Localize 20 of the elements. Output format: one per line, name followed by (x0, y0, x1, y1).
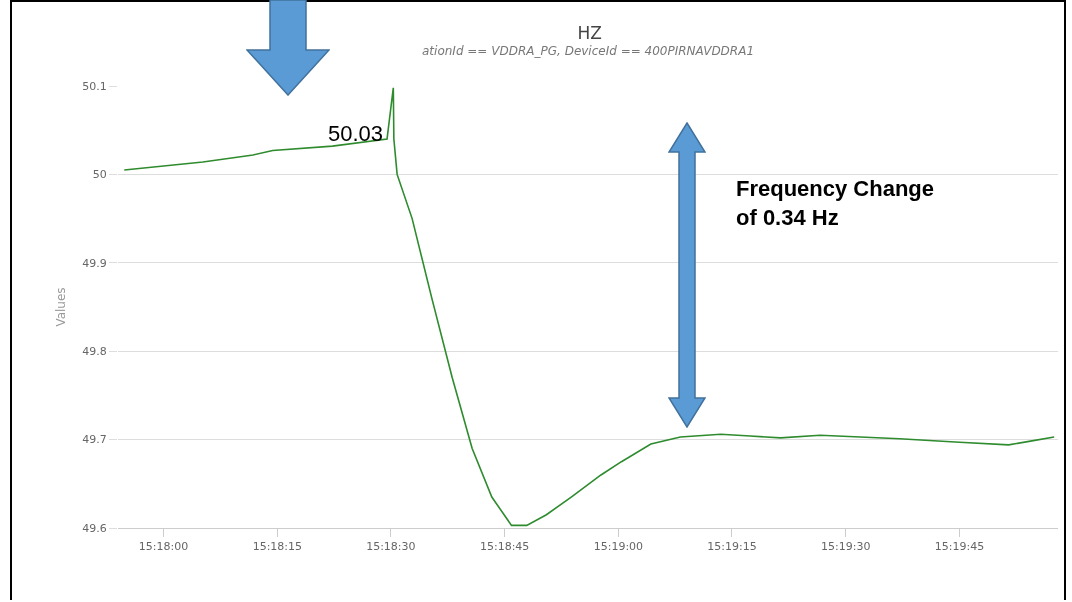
y-axis-title: Values (53, 287, 68, 327)
y-tick-label: 50 (92, 168, 107, 182)
x-tick-label: 15:18:00 (138, 540, 189, 554)
chart-subtitle: ationId == VDDRA_PG, DeviceId == 400PIRNAVDDRA1 (422, 44, 755, 58)
x-tick-label: 15:18:30 (366, 540, 416, 554)
chart-title: HZ (577, 22, 602, 43)
x-tick-label: 15:19:00 (593, 540, 644, 554)
line-series (123, 86, 1055, 527)
x-tick-label: 15:18:15 (252, 540, 303, 554)
annotation: 50.03 (328, 121, 384, 146)
y-tick-label: 49.8 (82, 345, 107, 359)
y-tick-label: 49.7 (82, 433, 107, 447)
y-tick-label: 49.9 (82, 256, 107, 270)
x-tick-label: 15:19:45 (934, 540, 985, 554)
annotation: Frequency Change of 0.34 Hz (736, 176, 935, 230)
x-tick-label: 15:19:30 (821, 540, 871, 554)
x-tick-label: 15:19:15 (707, 540, 757, 554)
y-tick-label: 49.6 (82, 521, 107, 535)
x-tick-label: 15:18:45 (479, 540, 530, 554)
y-tick-label: 50.1 (82, 79, 107, 93)
